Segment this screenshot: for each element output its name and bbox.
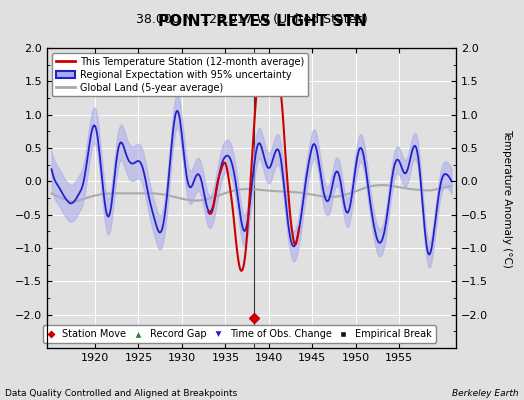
Text: Data Quality Controlled and Aligned at Breakpoints: Data Quality Controlled and Aligned at B… xyxy=(5,389,237,398)
Y-axis label: Temperature Anomaly (°C): Temperature Anomaly (°C) xyxy=(502,128,512,268)
Title: 38.000 N, 123.017 W (United States): 38.000 N, 123.017 W (United States) xyxy=(136,13,367,26)
Legend: Station Move, Record Gap, Time of Obs. Change, Empirical Break: Station Move, Record Gap, Time of Obs. C… xyxy=(43,325,435,343)
Text: POINT REYES LIGHT STN: POINT REYES LIGHT STN xyxy=(158,14,366,29)
Text: Berkeley Earth: Berkeley Earth xyxy=(452,389,519,398)
